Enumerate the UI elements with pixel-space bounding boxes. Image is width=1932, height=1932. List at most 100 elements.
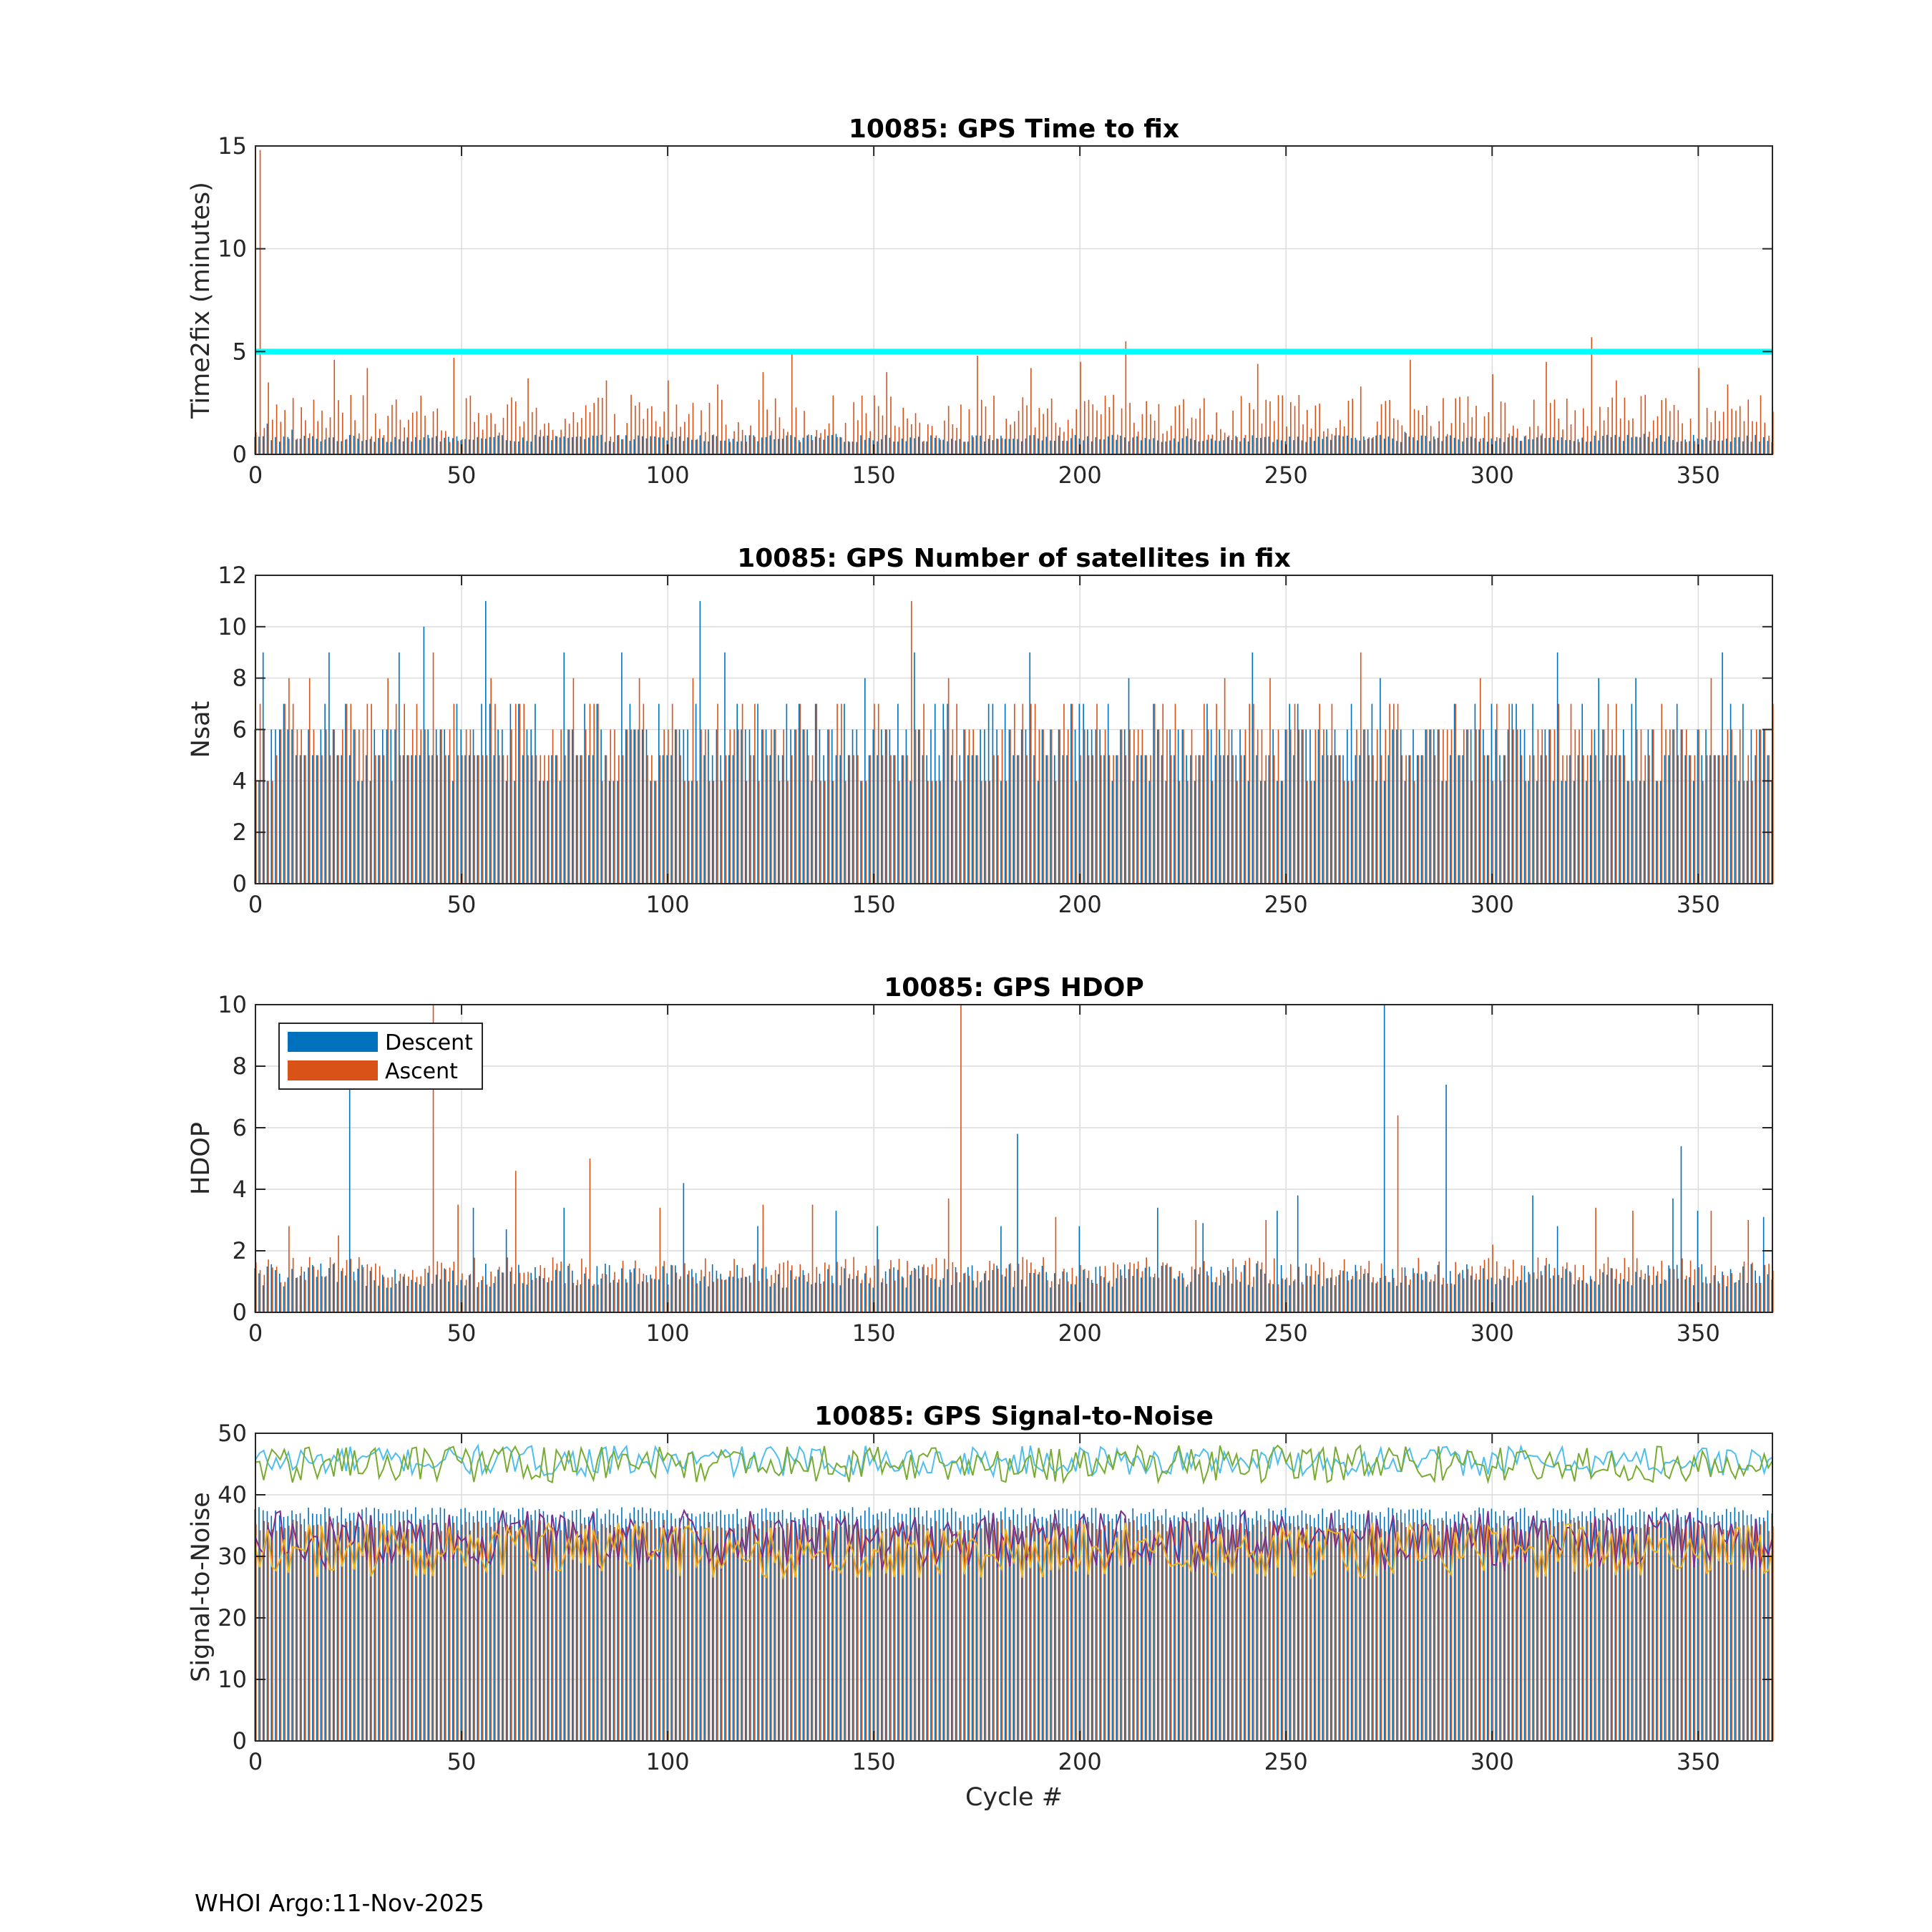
bar-descent: [778, 1511, 779, 1741]
bar-descent: [1692, 781, 1694, 884]
bar-ascent: [1117, 434, 1118, 454]
bar-descent: [460, 1279, 462, 1312]
bar-ascent: [1211, 434, 1214, 454]
bar-descent: [1214, 440, 1216, 454]
bar-ascent: [1244, 1528, 1246, 1741]
bar-ascent: [1521, 1531, 1523, 1741]
bar-descent: [1025, 1286, 1027, 1312]
bar-descent: [917, 436, 919, 454]
bar-ascent: [927, 781, 929, 884]
bar-descent: [1474, 438, 1476, 454]
bar-ascent: [956, 427, 957, 454]
bar-ascent: [1760, 395, 1762, 454]
bar-descent: [716, 436, 718, 454]
bar-ascent: [1244, 434, 1246, 454]
bar-descent: [555, 436, 557, 454]
x-tick-label: 50: [447, 1748, 477, 1775]
bar-ascent: [1657, 1520, 1659, 1741]
bar-descent: [1305, 441, 1307, 454]
bar-descent: [1095, 437, 1097, 454]
bar-ascent: [1570, 424, 1572, 454]
bar-descent: [914, 1508, 915, 1741]
bar-descent: [781, 1510, 784, 1741]
bar-ascent: [275, 404, 278, 454]
bar-descent: [934, 437, 936, 454]
bar-ascent: [1735, 1521, 1737, 1741]
bar-ascent: [635, 1260, 636, 1312]
bar-descent: [1148, 1267, 1151, 1312]
bar-ascent: [432, 1005, 434, 1312]
y-tick-label: 4: [233, 767, 247, 794]
legend-swatch: [288, 1060, 378, 1080]
bar-descent: [741, 729, 742, 884]
bar-descent: [1013, 1509, 1014, 1741]
bar-ascent: [844, 1523, 847, 1741]
bar-descent: [1450, 435, 1451, 454]
bar-descent: [1087, 1278, 1088, 1312]
bar-ascent: [593, 1284, 595, 1312]
bar-ascent: [919, 1278, 921, 1312]
bar-descent: [1437, 1264, 1439, 1312]
bar-ascent: [791, 1265, 793, 1312]
bar-ascent: [791, 1520, 793, 1741]
bar-ascent: [1319, 1531, 1320, 1741]
bar-ascent: [308, 1526, 311, 1741]
bar-descent: [1161, 1515, 1163, 1741]
bar-descent: [1050, 1514, 1051, 1741]
bar-descent: [897, 1269, 899, 1312]
bar-descent: [357, 439, 359, 454]
bar-ascent: [411, 1526, 414, 1741]
bar-descent: [814, 1282, 816, 1312]
bar-descent: [472, 439, 474, 454]
bar-ascent: [907, 1261, 908, 1312]
bar-ascent: [605, 1527, 608, 1741]
bar-ascent: [968, 1275, 970, 1312]
bar-descent: [1556, 1226, 1558, 1312]
bar-descent: [303, 1518, 306, 1741]
bar-descent: [1532, 703, 1533, 884]
bar-descent: [1622, 441, 1624, 454]
bar-descent: [1070, 438, 1072, 454]
bar-descent: [1091, 441, 1093, 454]
y-tick-label: 10: [218, 235, 247, 263]
x-tick-label: 350: [1677, 1748, 1720, 1775]
bar-ascent: [1483, 1259, 1485, 1312]
bar-descent: [1705, 1515, 1707, 1741]
bar-ascent: [1010, 1263, 1011, 1312]
bar-ascent: [1764, 422, 1766, 454]
bar-ascent: [1220, 1523, 1221, 1741]
bar-descent: [1013, 755, 1014, 884]
bar-descent: [1544, 1265, 1546, 1312]
bar-descent: [881, 1282, 882, 1312]
bar-ascent: [1393, 418, 1395, 454]
bar-descent: [625, 1279, 627, 1312]
bar-ascent: [1261, 1262, 1263, 1312]
bar-descent: [881, 439, 882, 454]
bar-descent: [967, 755, 969, 884]
bar-descent: [1556, 1510, 1558, 1741]
bar-descent: [1123, 1518, 1126, 1741]
bar-descent: [1516, 437, 1517, 454]
bar-descent: [270, 440, 273, 454]
bar-descent: [1540, 1518, 1542, 1741]
bar-ascent: [1649, 1275, 1650, 1312]
bar-descent: [1268, 1283, 1270, 1312]
bar-descent: [1334, 729, 1336, 884]
bar-descent: [1573, 1284, 1575, 1312]
bar-ascent: [1739, 406, 1741, 454]
bar-descent: [1466, 1518, 1468, 1741]
bar-descent: [295, 439, 297, 454]
bar-ascent: [395, 399, 397, 454]
bar-ascent: [1649, 755, 1650, 884]
bar-descent: [1453, 1514, 1455, 1741]
bar-descent: [736, 441, 738, 454]
bar-ascent: [1500, 1279, 1502, 1312]
bar-descent: [1445, 781, 1447, 884]
bar-descent: [1103, 439, 1105, 454]
bar-ascent: [445, 431, 447, 454]
bar-descent: [917, 1265, 919, 1312]
bar-descent: [930, 1278, 932, 1312]
bar-descent: [1701, 755, 1703, 884]
bar-descent: [1268, 1508, 1270, 1741]
